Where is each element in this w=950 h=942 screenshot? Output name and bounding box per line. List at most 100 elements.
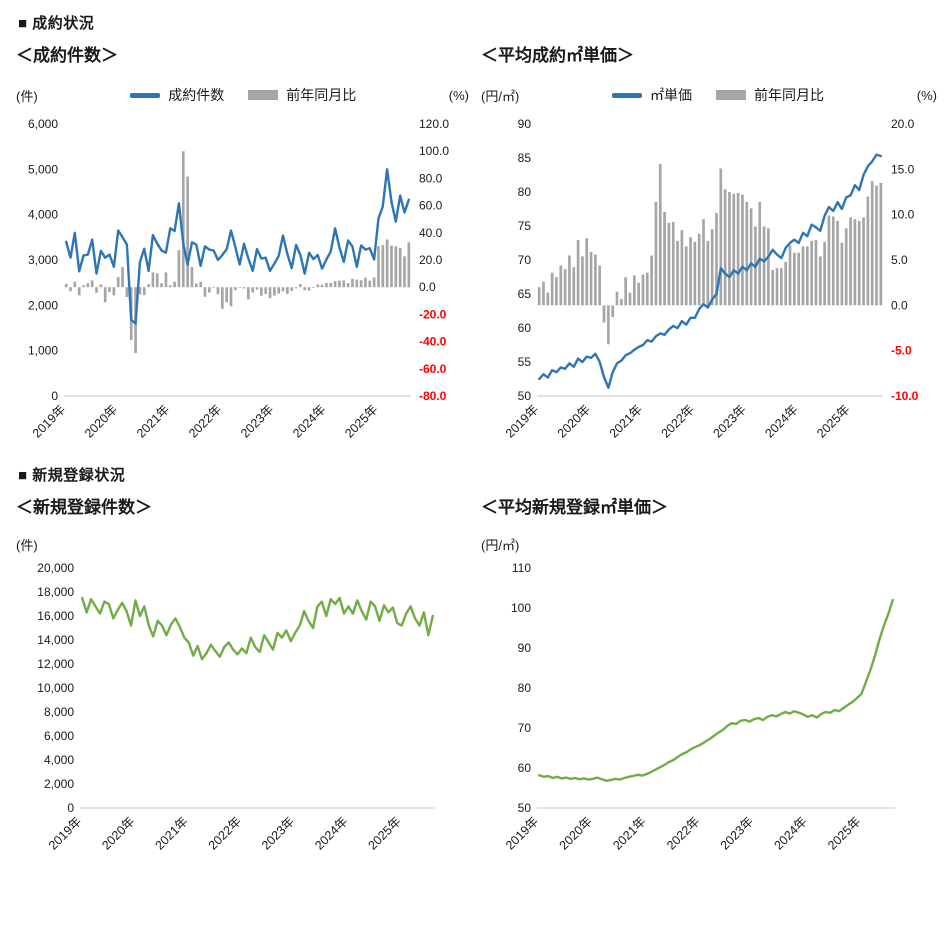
svg-text:2019年: 2019年 — [503, 402, 541, 440]
svg-text:40.0: 40.0 — [419, 226, 443, 240]
contract-unit-price-chart-canvas: 90 85 80 75 70 65 60 55 50 20.0 15.0 10.0 5.0 0.0 -5.0… — [503, 117, 919, 441]
svg-text:0.0: 0.0 — [419, 280, 436, 294]
svg-text:50: 50 — [518, 389, 532, 403]
chart-title-contract-unit-price: ＜平均成約㎡単価＞ — [481, 46, 634, 65]
svg-text:70: 70 — [518, 253, 532, 267]
chart-head-contract-count: (件) 成約件数 前年同月比 (%) — [14, 80, 479, 110]
new-listing-count-chart-canvas: 20,000 18,000 16,000 14,000 12,000 10,000 8,00… — [37, 561, 435, 853]
svg-text:2025年: 2025年 — [825, 814, 863, 852]
svg-text:2020年: 2020年 — [557, 814, 595, 852]
left-axis-unit: (件) — [16, 88, 38, 104]
svg-text:80: 80 — [518, 185, 532, 199]
svg-text:8,000: 8,000 — [44, 705, 74, 719]
svg-text:2025年: 2025年 — [342, 402, 380, 440]
svg-text:12,000: 12,000 — [37, 657, 74, 671]
svg-text:2024年: 2024年 — [762, 402, 800, 440]
chart-title-new-listing-count: ＜新規登録件数＞ — [16, 498, 152, 517]
svg-text:2021年: 2021年 — [607, 402, 645, 440]
svg-text:2024年: 2024年 — [312, 814, 350, 852]
svg-text:50: 50 — [518, 801, 532, 815]
svg-text:2024年: 2024年 — [290, 402, 328, 440]
legend-label-bar: 前年同月比 — [286, 87, 357, 103]
svg-text:20,000: 20,000 — [37, 561, 74, 575]
bar-series-swatch-icon — [248, 90, 279, 100]
svg-text:2020年: 2020年 — [82, 402, 120, 440]
svg-text:60: 60 — [518, 761, 532, 775]
section-title-contracts: ■ 成約状況 — [18, 15, 95, 32]
legend-label-bar: 前年同月比 — [754, 87, 825, 103]
chart-head-new-listing-count: (件) — [14, 532, 479, 556]
svg-text:2022年: 2022年 — [186, 402, 224, 440]
svg-text:120.0: 120.0 — [419, 117, 449, 131]
svg-text:65: 65 — [518, 287, 532, 301]
new-listings-row: ＜新規登録件数＞ (件) 20,000 18,000 16,000 14,000 12,… — [14, 487, 950, 886]
svg-text:18,000: 18,000 — [37, 585, 74, 599]
legend-item-line: ㎡単価 — [612, 85, 692, 105]
chart-head-new-listing-unit-price: (円/㎡) — [479, 532, 947, 556]
svg-text:2020年: 2020年 — [99, 814, 137, 852]
svg-text:2022年: 2022年 — [664, 814, 702, 852]
svg-text:5,000: 5,000 — [28, 162, 58, 176]
svg-text:60.0: 60.0 — [419, 199, 443, 213]
chart-cell-new-listing-count: ＜新規登録件数＞ (件) 20,000 18,000 16,000 14,000 12,… — [14, 487, 479, 886]
svg-text:-5.0: -5.0 — [891, 344, 912, 358]
svg-text:100.0: 100.0 — [419, 144, 449, 158]
svg-text:90: 90 — [518, 117, 532, 131]
svg-text:2019年: 2019年 — [30, 402, 68, 440]
chart-cell-new-listing-unit-price: ＜平均新規登録㎡単価＞ (円/㎡) 110 100 90 80 70 60 50 2019年 2… — [479, 487, 947, 886]
svg-text:60: 60 — [518, 321, 532, 335]
svg-text:4,000: 4,000 — [44, 753, 74, 767]
svg-text:2019年: 2019年 — [503, 814, 541, 852]
svg-text:20.0: 20.0 — [419, 253, 443, 267]
svg-text:6,000: 6,000 — [28, 117, 58, 131]
svg-text:10,000: 10,000 — [37, 681, 74, 695]
svg-text:110: 110 — [512, 561, 531, 575]
svg-text:6,000: 6,000 — [44, 729, 74, 743]
svg-text:2,000: 2,000 — [28, 298, 58, 312]
svg-text:2023年: 2023年 — [710, 402, 748, 440]
svg-text:1,000: 1,000 — [28, 344, 58, 358]
svg-text:5.0: 5.0 — [891, 253, 908, 267]
svg-text:2,000: 2,000 — [44, 777, 74, 791]
legend: ㎡単価 前年同月比 — [600, 85, 836, 105]
svg-text:15.0: 15.0 — [891, 162, 915, 176]
svg-text:16,000: 16,000 — [37, 609, 74, 623]
svg-text:-40.0: -40.0 — [419, 335, 447, 349]
legend-item-bar: 前年同月比 — [716, 85, 824, 105]
svg-text:75: 75 — [518, 219, 532, 233]
svg-text:2021年: 2021年 — [152, 814, 190, 852]
svg-text:2021年: 2021年 — [134, 402, 172, 440]
svg-text:-10.0: -10.0 — [891, 389, 919, 403]
legend-label-line: ㎡単価 — [650, 87, 693, 103]
svg-text:-80.0: -80.0 — [419, 389, 447, 403]
svg-text:2020年: 2020年 — [555, 402, 593, 440]
chart-cell-contract-unit-price: ＜平均成約㎡単価＞ (円/㎡) ㎡単価 前年同月比 (%) 90 85 80 75 70… — [479, 35, 947, 462]
svg-text:2023年: 2023年 — [718, 814, 756, 852]
svg-text:-60.0: -60.0 — [419, 362, 447, 376]
bar-series-swatch-icon — [716, 90, 747, 100]
svg-text:3,000: 3,000 — [28, 253, 58, 267]
svg-text:2025年: 2025年 — [814, 402, 852, 440]
chart-cell-contract-count: ＜成約件数＞ (件) 成約件数 前年同月比 (%) 6,000 5,000 4,00… — [14, 35, 479, 462]
right-axis-unit: (%) — [448, 87, 469, 103]
svg-text:10.0: 10.0 — [891, 208, 915, 222]
legend-label-line: 成約件数 — [168, 87, 225, 103]
svg-text:2019年: 2019年 — [46, 814, 84, 852]
svg-text:0: 0 — [51, 389, 58, 403]
svg-text:80: 80 — [518, 681, 532, 695]
svg-text:80.0: 80.0 — [419, 171, 443, 185]
svg-text:14,000: 14,000 — [37, 633, 74, 647]
svg-text:20.0: 20.0 — [891, 117, 915, 131]
svg-text:100: 100 — [511, 601, 531, 615]
svg-text:2021年: 2021年 — [610, 814, 648, 852]
svg-text:0: 0 — [67, 801, 74, 815]
contracts-row: ＜成約件数＞ (件) 成約件数 前年同月比 (%) 6,000 5,000 4,00… — [14, 35, 950, 462]
svg-text:0.0: 0.0 — [891, 298, 908, 312]
right-axis-unit: (%) — [916, 87, 937, 103]
svg-text:2024年: 2024年 — [771, 814, 809, 852]
svg-text:4,000: 4,000 — [28, 208, 58, 222]
section-title-new-listings: ■ 新規登録状況 — [18, 467, 126, 484]
svg-text:55: 55 — [518, 355, 532, 369]
